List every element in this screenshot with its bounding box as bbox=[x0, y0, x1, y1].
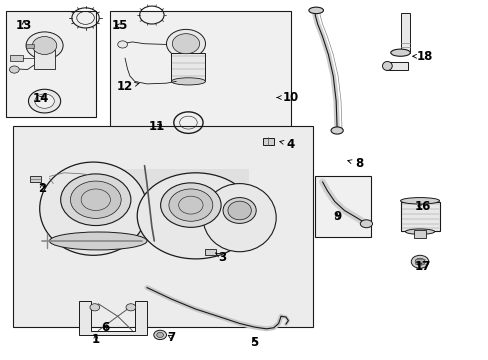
Text: 4: 4 bbox=[279, 138, 294, 150]
Ellipse shape bbox=[382, 62, 391, 71]
Circle shape bbox=[160, 183, 221, 227]
Text: 13: 13 bbox=[16, 19, 32, 32]
Bar bbox=[413, 230, 425, 238]
Bar bbox=[263, 138, 273, 145]
Ellipse shape bbox=[405, 229, 434, 234]
Ellipse shape bbox=[360, 220, 372, 228]
Bar bbox=[315, 176, 370, 237]
Bar bbox=[10, 55, 22, 61]
Ellipse shape bbox=[227, 201, 251, 220]
Text: 17: 17 bbox=[413, 260, 430, 273]
Bar bbox=[205, 249, 216, 255]
Circle shape bbox=[32, 37, 57, 54]
Bar bbox=[26, 44, 34, 48]
Text: 8: 8 bbox=[347, 157, 363, 170]
Text: 6: 6 bbox=[101, 321, 109, 334]
Ellipse shape bbox=[203, 184, 276, 252]
Ellipse shape bbox=[49, 232, 147, 250]
Circle shape bbox=[410, 255, 428, 268]
Text: 5: 5 bbox=[250, 336, 258, 348]
Circle shape bbox=[157, 332, 163, 337]
Circle shape bbox=[35, 94, 54, 108]
Bar bbox=[34, 50, 55, 69]
Text: 16: 16 bbox=[413, 201, 430, 213]
Bar bbox=[30, 176, 41, 182]
Text: 10: 10 bbox=[277, 91, 298, 104]
Text: 9: 9 bbox=[332, 210, 341, 223]
Ellipse shape bbox=[223, 198, 256, 224]
Text: 7: 7 bbox=[167, 330, 175, 343]
Circle shape bbox=[70, 181, 121, 219]
Bar bbox=[400, 202, 439, 231]
Text: 15: 15 bbox=[112, 19, 128, 32]
Circle shape bbox=[118, 41, 127, 48]
Bar bbox=[122, 169, 249, 237]
Bar bbox=[385, 62, 407, 69]
Bar bbox=[400, 13, 409, 53]
Ellipse shape bbox=[137, 173, 254, 259]
Circle shape bbox=[9, 66, 19, 73]
Circle shape bbox=[61, 174, 131, 226]
Text: 3: 3 bbox=[215, 251, 226, 264]
Text: 12: 12 bbox=[117, 80, 139, 93]
Ellipse shape bbox=[400, 198, 439, 204]
Circle shape bbox=[414, 258, 424, 265]
Circle shape bbox=[168, 189, 212, 221]
Ellipse shape bbox=[390, 49, 409, 56]
Bar bbox=[5, 12, 96, 117]
Polygon shape bbox=[79, 301, 147, 335]
Circle shape bbox=[166, 30, 205, 58]
Circle shape bbox=[90, 304, 100, 311]
Text: 1: 1 bbox=[92, 333, 100, 346]
Circle shape bbox=[154, 330, 166, 339]
Circle shape bbox=[28, 89, 61, 113]
Text: 14: 14 bbox=[32, 92, 49, 105]
Text: 18: 18 bbox=[412, 50, 432, 63]
Bar bbox=[13, 126, 312, 327]
Bar bbox=[171, 53, 205, 80]
Bar bbox=[110, 12, 290, 132]
Circle shape bbox=[26, 32, 63, 59]
Text: 11: 11 bbox=[148, 121, 164, 134]
Ellipse shape bbox=[308, 7, 323, 14]
Circle shape bbox=[126, 304, 136, 311]
Ellipse shape bbox=[330, 127, 343, 134]
Circle shape bbox=[172, 34, 199, 54]
Ellipse shape bbox=[40, 162, 147, 255]
Text: 2: 2 bbox=[38, 183, 46, 195]
Ellipse shape bbox=[171, 78, 205, 85]
